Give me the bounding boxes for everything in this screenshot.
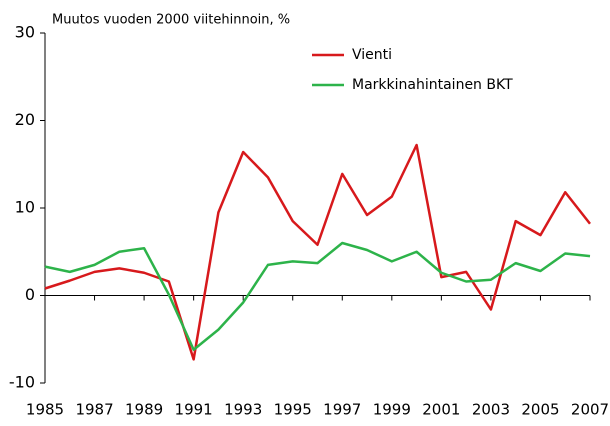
x-tick-label: 1999 bbox=[373, 401, 411, 419]
y-tick-label: 20 bbox=[15, 110, 35, 129]
x-tick-label: 1987 bbox=[75, 401, 113, 419]
x-tick-label: 1985 bbox=[26, 401, 64, 419]
series-line bbox=[44, 241, 591, 351]
y-tick-label: -10 bbox=[9, 373, 35, 392]
y-tick-label: 0 bbox=[25, 285, 35, 304]
legend-label: Vienti bbox=[352, 47, 392, 63]
y-tick-label: 30 bbox=[15, 23, 35, 42]
x-tick-label: 1995 bbox=[274, 401, 312, 419]
y-axis-label: Muutos vuoden 2000 viitehinnoin, % bbox=[52, 13, 290, 28]
x-tick-label: 2001 bbox=[422, 401, 460, 419]
x-tick-label: 1997 bbox=[323, 401, 361, 419]
legend-label: Markkinahintainen BKT bbox=[352, 77, 513, 93]
x-tick-label: 2003 bbox=[472, 401, 510, 419]
x-tick-label: 2007 bbox=[571, 401, 609, 419]
x-tick-label: 1989 bbox=[125, 401, 163, 419]
y-tick-label: 10 bbox=[15, 198, 35, 217]
x-tick-label: 1991 bbox=[175, 401, 213, 419]
series-line bbox=[44, 143, 591, 361]
x-tick-label: 1993 bbox=[224, 401, 262, 419]
x-tick-label: 2005 bbox=[521, 401, 559, 419]
